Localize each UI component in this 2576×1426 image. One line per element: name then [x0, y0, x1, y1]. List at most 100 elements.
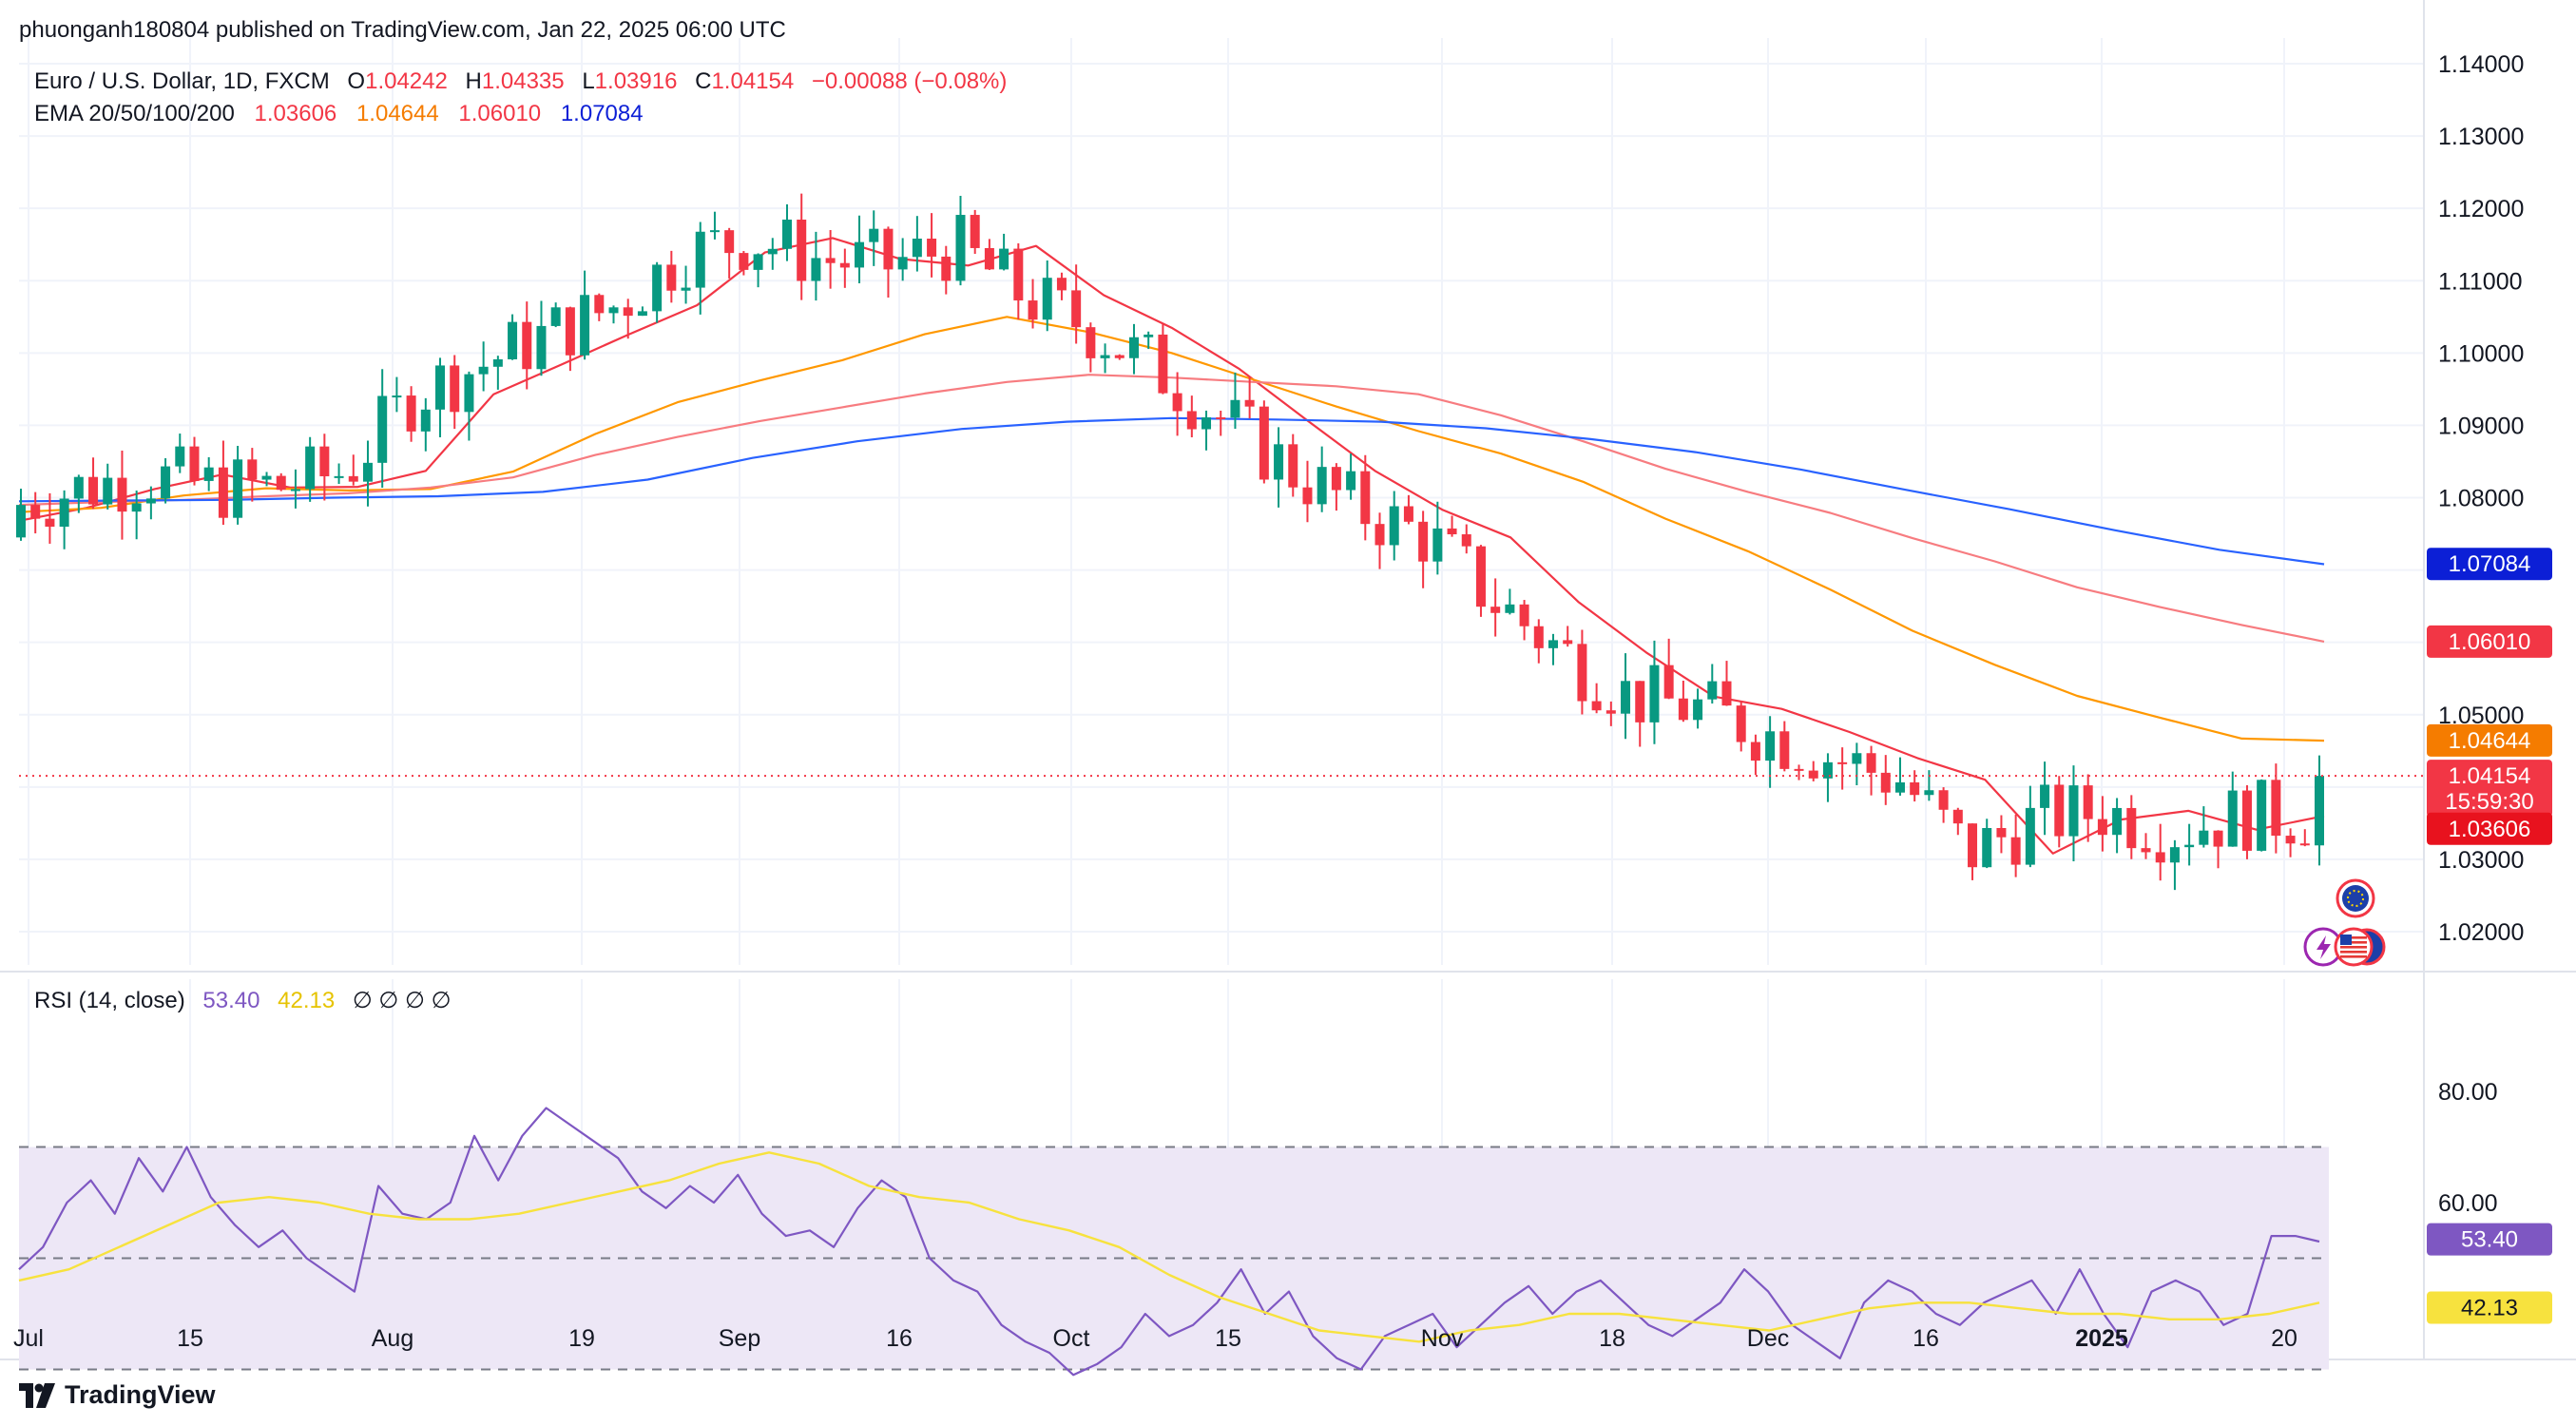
candle-body [2241, 790, 2252, 851]
rsi-band [19, 1146, 2329, 1371]
candle-body [1201, 417, 1212, 430]
price-axis-label: 1.11000 [2438, 268, 2523, 295]
ema100-tag-bg [2427, 625, 2552, 658]
candle-body [88, 476, 99, 505]
candle-body [580, 295, 590, 356]
candle-body [1852, 753, 1862, 764]
ema20-value: 1.03606 [254, 101, 337, 126]
ema-label[interactable]: EMA 20/50/100/200 [34, 101, 235, 126]
candle-body [709, 230, 720, 233]
candle-body [1447, 528, 1457, 535]
candle-body [565, 307, 575, 356]
tradingview-logo[interactable]: TradingView [19, 1380, 216, 1410]
candle-body [1750, 742, 1760, 761]
time-axis-label: 19 [568, 1325, 595, 1352]
ema-legend[interactable]: EMA 20/50/100/200 1.03606 1.04644 1.0601… [34, 101, 644, 127]
candle-body [261, 475, 272, 480]
candle-body [797, 220, 807, 281]
candle-body [681, 287, 691, 291]
candle-body [652, 264, 663, 312]
candle-body [305, 446, 316, 490]
ema200-tag-bg [2427, 548, 2552, 581]
candle-body [941, 256, 952, 281]
ema200-tag-text: 1.07084 [2449, 551, 2531, 577]
candle-body [1418, 521, 1429, 562]
rsi-label[interactable]: RSI (14, close) [34, 988, 185, 1013]
candle-body [1938, 790, 1949, 810]
event-icons[interactable] [2303, 878, 2386, 967]
candle-body [175, 446, 185, 467]
candle-body [1794, 768, 1804, 771]
candle-body [161, 466, 171, 499]
candle-body [2213, 830, 2223, 847]
eu-flag-icon-fill [2342, 885, 2369, 912]
candle-body [1519, 604, 1529, 626]
candle-body [1866, 753, 1876, 773]
candle-body [2315, 776, 2324, 846]
candle-body [1360, 471, 1371, 525]
candle-body [1808, 770, 1818, 779]
candle-body [2199, 830, 2209, 845]
candle-body [1837, 761, 1848, 764]
candle-body [1693, 699, 1703, 721]
symbol-legend[interactable]: Euro / U.S. Dollar, 1D, FXCM O1.04242 H1… [34, 68, 1007, 95]
candle-body [811, 258, 821, 281]
candle-body [782, 220, 792, 249]
candle-body [984, 247, 994, 270]
candle-body [319, 446, 330, 477]
candle-body [1779, 731, 1790, 769]
price-axis-label: 1.12000 [2438, 196, 2524, 222]
candle-body [334, 475, 344, 478]
price-axis-label: 1.03000 [2438, 847, 2524, 874]
candle-body [1475, 546, 1486, 607]
candle-body [1822, 761, 1833, 779]
flash-event-icon[interactable] [2303, 927, 2343, 967]
candle-body [1331, 467, 1341, 491]
candle-body [189, 446, 200, 481]
rsi-empty-values: ∅ ∅ ∅ ∅ [352, 988, 452, 1013]
candle-body [1216, 417, 1226, 420]
candle-body [1259, 406, 1269, 480]
ema50-tag-bg [2427, 723, 2552, 757]
change-value: −0.00088 (−0.08%) [811, 68, 1008, 94]
us-flag-icon-stripe [2340, 936, 2367, 939]
rsi-legend[interactable]: RSI (14, close) 53.40 42.13 ∅ ∅ ∅ ∅ [34, 987, 452, 1014]
candle-body [1186, 411, 1197, 430]
candle-body [420, 409, 431, 432]
candle-body [16, 505, 26, 538]
candle-body [1346, 471, 1356, 491]
candle-body [73, 476, 84, 499]
rsi-tag-bg [2427, 1223, 2552, 1256]
candle-body [1144, 334, 1154, 337]
eu-flag-icon[interactable] [2336, 878, 2375, 918]
candle-body [392, 395, 402, 398]
price-axis-label: 1.09000 [2438, 413, 2524, 439]
time-axis-label: Sep [719, 1325, 760, 1352]
candle-body [1952, 809, 1963, 824]
candle-body [1505, 604, 1515, 613]
candle-body [1302, 487, 1313, 505]
us-flag-icon[interactable] [2334, 927, 2374, 967]
time-axis-label: Oct [1053, 1325, 1090, 1352]
price-axis-label: 1.13000 [2438, 124, 2524, 150]
candle-body [1880, 772, 1891, 793]
candle-body [1765, 731, 1776, 761]
candle-body [290, 489, 300, 491]
candle-body [1548, 640, 1558, 648]
rsi-lines [18, 1107, 2320, 1377]
candle-body [131, 503, 142, 512]
symbol-title[interactable]: Euro / U.S. Dollar, 1D, FXCM [34, 68, 330, 94]
candle-body [825, 258, 836, 263]
candle-body [2097, 819, 2107, 836]
candle-body [435, 365, 446, 410]
candle-body [2299, 843, 2310, 846]
rsi-ma-value: 42.13 [278, 988, 336, 1013]
time-axis-label: 15 [177, 1325, 203, 1352]
candle-body [1533, 626, 1544, 648]
time-axis-label: Jul [13, 1325, 44, 1352]
tradingview-logo-text: TradingView [65, 1380, 216, 1409]
candle-body [492, 358, 503, 367]
ema50-line [18, 316, 2325, 742]
